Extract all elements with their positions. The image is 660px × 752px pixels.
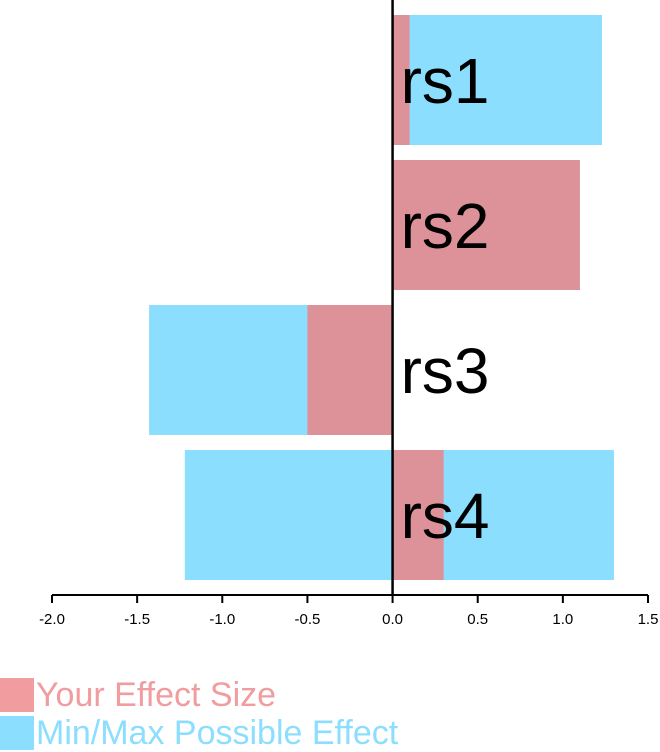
x-tick-label: -2.0 [39,611,65,628]
bar-label-rs2: rs2 [401,190,490,262]
x-tick-label: -1.5 [124,611,150,628]
x-tick-label: -1.0 [209,611,235,628]
effect-size-chart: rs1 rs2 rs3 rs4 -2.0 -1.5 -1.0 -0.5 0.0 0.5 1.0 1.… [39,0,659,628]
effect-bar-rs3 [307,305,393,435]
bar-label-rs1: rs1 [401,45,490,117]
x-tick-label: 0.5 [467,611,488,628]
legend: Your Effect Size Min/Max Possible Effect [0,676,398,752]
range-bar-rs1 [392,15,603,145]
x-tick-label: 1.0 [552,611,573,628]
bar-labels-layer: rs1 rs2 rs3 rs4 [401,45,490,552]
x-tick-label: -0.5 [294,611,320,628]
effect-bar-rs1 [392,15,410,145]
effect-bar-rs2 [392,160,580,290]
legend-item-min-max: Min/Max Possible Effect [0,714,398,752]
x-tick-label: 1.5 [638,611,659,628]
bar-label-rs4: rs4 [401,480,490,552]
effect-bar-rs4 [392,450,444,580]
legend-label-min-max: Min/Max Possible Effect [36,714,399,752]
x-axis: -2.0 -1.5 -1.0 -0.5 0.0 0.5 1.0 1.5 [39,594,659,628]
x-tick-label: 0.0 [382,611,403,628]
legend-item-effect-size: Your Effect Size [0,676,398,714]
bars-layer [149,15,614,580]
legend-swatch-effect-size [0,678,34,712]
bar-label-rs3: rs3 [401,335,490,407]
legend-label-effect-size: Your Effect Size [36,676,277,714]
legend-swatch-min-max [0,716,34,750]
